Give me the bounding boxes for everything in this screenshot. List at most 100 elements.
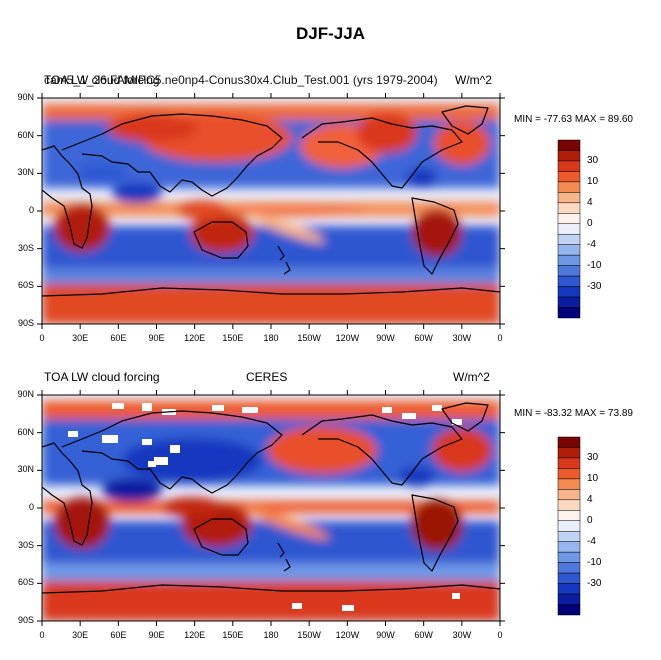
panel2-map (37, 390, 505, 626)
lon-tick-label: 0 (39, 333, 45, 343)
lon-tick-label: 120W (335, 630, 360, 640)
lat-tick-label: 60N (17, 426, 34, 437)
page-title: DJF-JJA (296, 24, 365, 43)
colorbar-swatch (557, 530, 581, 542)
lat-tick-label: 0 (28, 502, 34, 512)
lon-tick-label: 60W (414, 333, 433, 343)
colorbar-label: 10 (587, 472, 599, 484)
lon-tick-label: 0 (497, 630, 503, 640)
lon-tick-label: 90E (148, 333, 165, 343)
lat-tick-label: 60S (17, 577, 34, 588)
colorbar-swatch (557, 457, 581, 469)
colorbar-label: 0 (587, 217, 593, 229)
lon-tick-label: 30W (452, 630, 472, 640)
colorbar-swatch (557, 572, 581, 584)
panel1-case-title: cam5_1_26.FAMIPC5.ne0np4-Conus30x4.Club_… (44, 73, 438, 87)
colorbar-swatch (557, 286, 581, 298)
lon-tick-label: 0 (497, 333, 503, 343)
panel2-left-title: TOA LW cloud forcing (44, 370, 160, 384)
colorbar-swatch (557, 192, 581, 204)
lat-tick-label: 30S (17, 539, 34, 550)
panel1-units: W/m^2 (455, 73, 492, 87)
lat-tick-label: 60N (17, 129, 34, 140)
colorbar-swatch (557, 541, 581, 553)
lon-tick-label: 90W (376, 630, 395, 640)
colorbar-label: 10 (587, 175, 599, 187)
lat-tick-label: 90N (17, 389, 34, 399)
lon-tick-label: 0 (39, 630, 45, 640)
colorbar-swatch (557, 275, 581, 287)
lon-tick-label: 30E (72, 333, 89, 343)
panel1-min-max: MIN = -77.63 MAX = 89.60 (514, 114, 633, 125)
colorbar-swatch (557, 223, 581, 235)
colorbar-swatch (557, 583, 581, 595)
colorbar-swatch (557, 593, 581, 605)
lon-tick-label: 60E (110, 333, 127, 343)
colorbar-swatch (557, 181, 581, 193)
colorbar-swatch (557, 551, 581, 563)
lat-tick-label: 90N (17, 92, 34, 102)
lon-tick-label: 30W (452, 333, 472, 343)
lon-tick-label: 120E (184, 630, 206, 640)
lat-tick-label: 30S (17, 242, 34, 253)
colorbar-swatch (557, 150, 581, 162)
panel2-center-title: CERES (246, 370, 288, 384)
colorbar-swatch (557, 510, 581, 522)
panel1-colorbar (557, 139, 581, 319)
colorbar-swatch (557, 447, 581, 459)
panel2-colorbar (557, 436, 581, 616)
lat-tick-label: 0 (28, 205, 34, 215)
colorbar-swatch (557, 307, 581, 319)
colorbar-swatch (557, 436, 581, 448)
lon-tick-label: 120E (184, 333, 206, 343)
colorbar-swatch (557, 265, 581, 277)
colorbar-label: -30 (587, 280, 602, 292)
colorbar-label: -30 (587, 577, 602, 589)
lat-tick-label: 30N (17, 167, 34, 178)
lon-tick-label: 180 (263, 630, 279, 640)
colorbar-swatch (557, 468, 581, 480)
panel1-left-title: TOA LW cloud forcing (44, 73, 160, 87)
lon-tick-label: 90E (148, 630, 165, 640)
colorbar-swatch (557, 171, 581, 183)
lon-tick-label: 150W (297, 333, 321, 343)
colorbar-label: -10 (587, 259, 602, 271)
colorbar-swatch (557, 478, 581, 490)
colorbar-swatch (557, 244, 581, 256)
colorbar-label: 0 (587, 514, 593, 526)
colorbar-swatch (557, 499, 581, 511)
colorbar-swatch (557, 139, 581, 151)
lon-tick-label: 30E (72, 630, 89, 640)
lon-tick-label: 150E (222, 630, 244, 640)
colorbar-swatch (557, 213, 581, 225)
lon-tick-label: 60W (414, 630, 433, 640)
lat-tick-label: 90S (17, 318, 34, 328)
colorbar-swatch (557, 296, 581, 308)
lon-tick-label: 180 (263, 333, 279, 343)
colorbar-label: -4 (587, 535, 596, 547)
colorbar-swatch (557, 254, 581, 266)
colorbar-label: 30 (587, 451, 599, 463)
lon-tick-label: 120W (335, 333, 360, 343)
colorbar-label: 30 (587, 154, 599, 166)
colorbar-label: -4 (587, 238, 596, 250)
colorbar-swatch (557, 489, 581, 501)
colorbar-swatch (557, 520, 581, 532)
lon-tick-label: 60E (110, 630, 127, 640)
colorbar-swatch (557, 233, 581, 245)
colorbar-label: -10 (587, 556, 602, 568)
lon-tick-label: 90W (376, 333, 395, 343)
colorbar-swatch (557, 202, 581, 214)
lon-tick-label: 150W (297, 630, 321, 640)
lat-tick-label: 60S (17, 280, 34, 291)
panel1-map (37, 93, 505, 329)
panel2-units: W/m^2 (453, 370, 490, 384)
colorbar-swatch (557, 604, 581, 616)
lat-tick-label: 30N (17, 464, 34, 475)
colorbar-label: 4 (587, 493, 593, 505)
colorbar-swatch (557, 160, 581, 172)
lat-tick-label: 90S (17, 615, 34, 625)
colorbar-swatch (557, 562, 581, 574)
lon-tick-label: 150E (222, 333, 244, 343)
colorbar-label: 4 (587, 196, 593, 208)
